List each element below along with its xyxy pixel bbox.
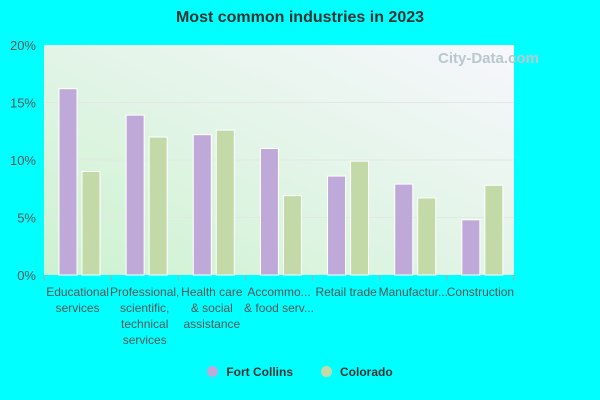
y-tick-label: 20% (10, 38, 36, 53)
x-tick-label: assistance (184, 317, 241, 331)
bar-colorado (81, 171, 101, 276)
bar-colorado (484, 184, 504, 276)
legend-swatch (321, 366, 332, 377)
bar-fort-collins (327, 175, 347, 276)
bar-fort-collins (461, 219, 481, 276)
bar-colorado (215, 129, 235, 276)
x-tick-label: services (123, 333, 167, 347)
bar-fort-collins (394, 183, 414, 276)
y-tick-label: 10% (10, 153, 36, 168)
y-tick-label: 15% (10, 96, 36, 111)
bar-fort-collins (58, 88, 78, 276)
x-tick-label: technical (121, 317, 168, 331)
legend-label: Colorado (340, 365, 393, 379)
x-tick-label: Manufactur... (379, 285, 448, 299)
x-tick-label: Professional, (110, 285, 179, 299)
y-tick-label: 5% (17, 211, 36, 226)
x-tick-label: scientific, (120, 301, 169, 315)
bar-colorado (282, 195, 302, 276)
bar-colorado (350, 160, 370, 276)
y-tick-label: 0% (17, 268, 36, 283)
bar-fort-collins (259, 148, 279, 276)
bar-colorado (148, 136, 168, 276)
chart-title: Most common industries in 2023 (175, 9, 425, 26)
bar-fort-collins (125, 114, 145, 276)
x-tick-label: services (56, 301, 100, 315)
x-tick-label: Retail trade (315, 285, 377, 299)
x-tick-label: & food serv... (244, 301, 314, 315)
x-tick-label: Accommo... (247, 285, 310, 299)
legend-label: Fort Collins (226, 365, 293, 379)
x-tick-label: & social (191, 301, 233, 315)
legend-item-fort-collins: Fort Collins (207, 365, 293, 379)
legend: Fort Collins Colorado (0, 365, 600, 379)
x-tick-label: Construction (447, 285, 514, 299)
watermark-logo: City-Data.com (438, 50, 539, 67)
bar-fort-collins (192, 134, 212, 276)
bar-colorado (417, 197, 437, 276)
legend-swatch (207, 366, 219, 377)
x-tick-label: Health care (181, 285, 243, 299)
legend-item-colorado: Colorado (321, 365, 393, 379)
x-tick-label: Educational (46, 285, 109, 299)
